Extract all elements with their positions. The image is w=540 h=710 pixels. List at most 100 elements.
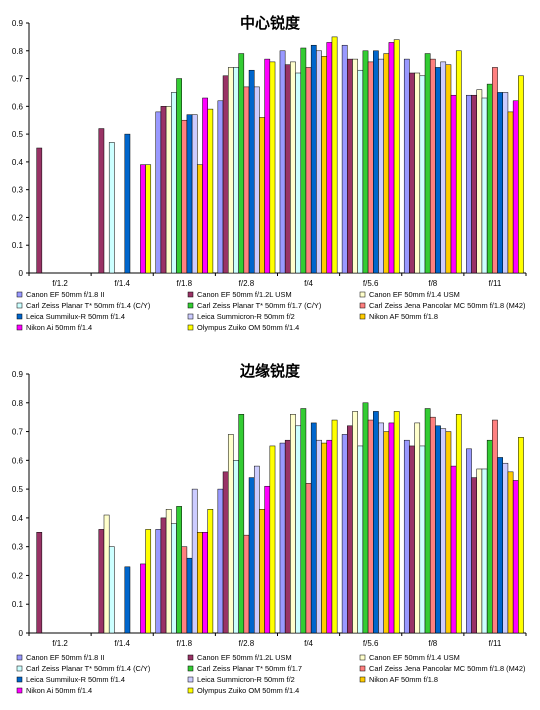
bar	[347, 58, 353, 274]
bar	[388, 422, 395, 634]
legend-swatch	[359, 313, 366, 320]
bar	[36, 532, 43, 634]
bar	[331, 36, 338, 274]
y-tick-label: 0.2	[12, 571, 24, 580]
bar	[466, 94, 472, 274]
bar	[373, 50, 379, 274]
bar	[197, 532, 203, 634]
bar	[518, 75, 524, 274]
bar	[512, 100, 519, 274]
bar	[476, 468, 483, 634]
y-tick-label: 0	[19, 269, 24, 278]
legend-swatch	[16, 687, 23, 694]
bar	[171, 92, 177, 274]
legend-swatch	[187, 676, 194, 683]
bar	[233, 460, 239, 634]
bar	[367, 61, 374, 274]
bar	[186, 557, 193, 634]
bar	[450, 94, 457, 274]
legend-label: Carl Zeiss Planar T* 50mm f/1.4 (C/Y)	[26, 301, 150, 310]
bar	[455, 414, 462, 634]
bar	[186, 114, 193, 274]
y-tick-label: 0.3	[12, 186, 24, 195]
legend-swatch	[187, 291, 194, 298]
y-tick-label: 0.6	[12, 102, 24, 111]
x-tick-label: f/2.8	[239, 639, 255, 648]
bar	[243, 86, 250, 274]
bar	[207, 509, 214, 634]
y-tick-label: 0.8	[12, 399, 24, 408]
bar	[295, 425, 302, 634]
y-tick-label: 0.5	[12, 485, 24, 494]
legend-label: Olympus Zuiko OM 50mm f/1.4	[197, 323, 299, 332]
bar	[424, 408, 431, 634]
bar	[440, 428, 447, 634]
bar	[507, 111, 514, 274]
bar	[476, 89, 483, 274]
y-tick-label: 0.7	[12, 75, 24, 84]
legend-swatch	[187, 687, 194, 694]
bar	[197, 164, 203, 274]
bar	[362, 402, 369, 634]
bar	[393, 39, 400, 274]
bar	[373, 411, 379, 634]
bar	[331, 419, 338, 634]
bar	[165, 106, 172, 274]
bar	[160, 106, 167, 274]
bar	[341, 44, 348, 274]
bar	[140, 563, 146, 634]
bar	[471, 94, 477, 274]
bar	[155, 111, 162, 274]
bar	[191, 488, 198, 634]
bar	[445, 431, 452, 634]
legend-swatch	[187, 324, 194, 331]
bar	[497, 92, 503, 274]
bar	[486, 83, 493, 274]
bar	[171, 523, 177, 634]
bar	[284, 64, 291, 274]
bar	[450, 465, 457, 634]
bar	[403, 58, 410, 274]
bar	[466, 448, 472, 634]
legend-label: Nikon AF 50mm f/1.8	[369, 675, 438, 684]
bar	[305, 483, 312, 634]
legend-label: Carl Zeiss Planar T* 50mm f/1.7	[197, 664, 302, 673]
legend-swatch	[16, 302, 23, 309]
bar	[248, 69, 255, 274]
legend-swatch	[16, 291, 23, 298]
bar	[300, 47, 307, 274]
bar	[403, 439, 410, 634]
legend-swatch	[16, 654, 23, 661]
legend-label: Canon EF 50mm f/1.2L USM	[197, 290, 292, 299]
x-tick-label: f/11	[489, 639, 502, 648]
bar	[378, 422, 384, 634]
bar	[305, 67, 312, 274]
bar	[145, 529, 152, 634]
legend-swatch	[187, 302, 194, 309]
bar	[238, 414, 245, 634]
bar	[378, 58, 384, 274]
bar	[502, 92, 509, 274]
bar	[181, 119, 188, 274]
bar	[207, 108, 214, 274]
x-tick-label: f/1.4	[114, 279, 130, 288]
bar	[321, 442, 328, 634]
bar	[481, 97, 488, 274]
bar	[357, 445, 364, 634]
bar	[160, 517, 167, 634]
y-tick-label: 0.3	[12, 543, 24, 552]
bar	[321, 56, 328, 274]
x-tick-label: f/1.2	[52, 639, 68, 648]
y-tick-label: 0.1	[12, 241, 24, 250]
bar	[388, 42, 395, 274]
y-tick-label: 0.5	[12, 130, 24, 139]
legend-label: Carl Zeiss Planar T* 50mm f/1.4 (C/Y)	[26, 664, 150, 673]
bar	[445, 64, 452, 274]
bar	[419, 75, 426, 274]
bar	[393, 411, 400, 634]
bar	[357, 69, 364, 274]
bar	[176, 78, 182, 274]
legend-label: Leica Summilux-R 50mm f/1.4	[26, 675, 125, 684]
y-tick-label: 0.7	[12, 428, 24, 437]
